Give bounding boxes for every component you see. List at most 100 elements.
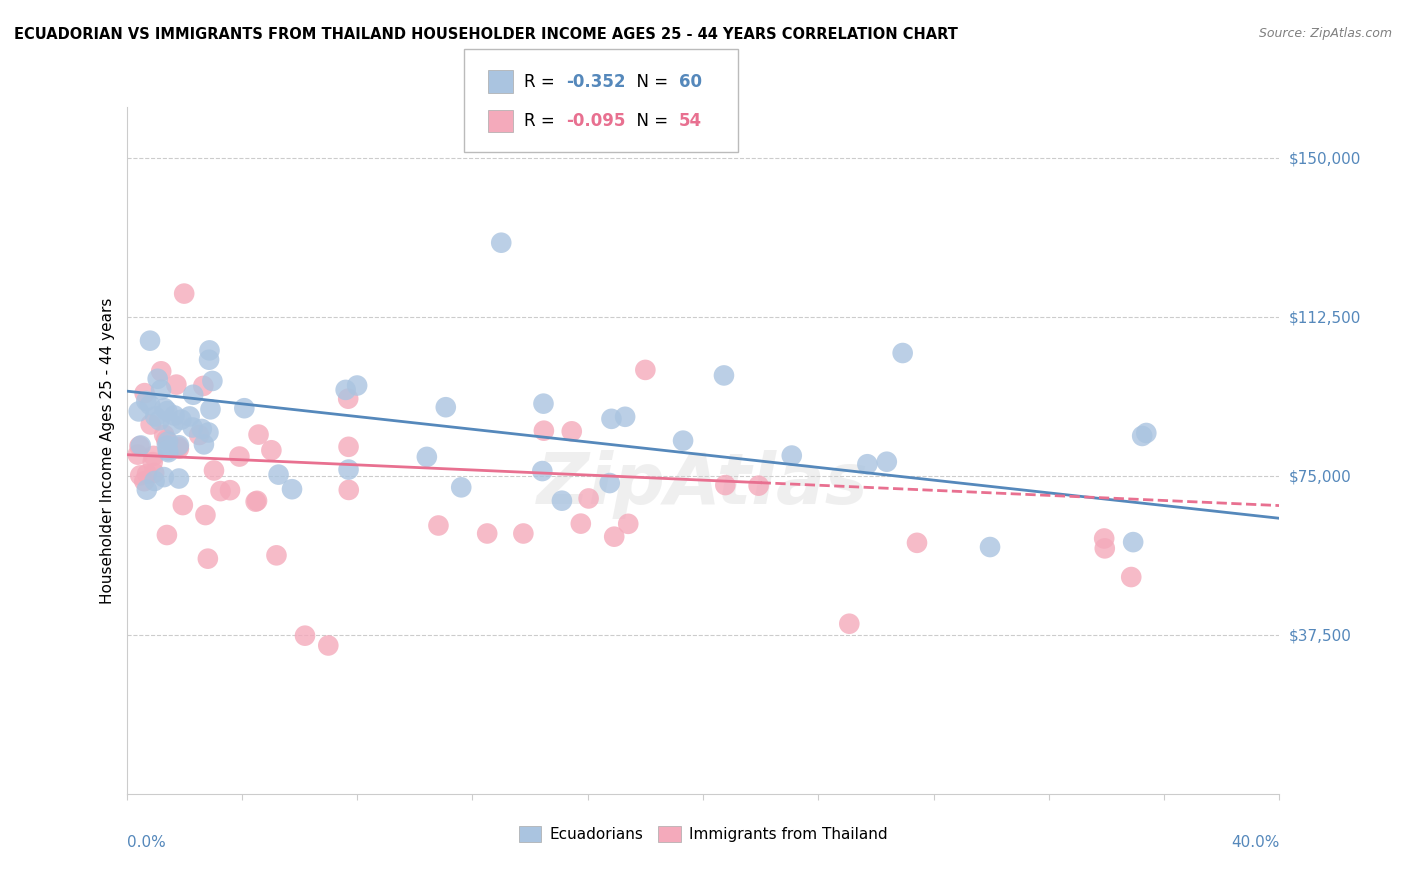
Point [181, 388, 204, 402]
Text: -0.095: -0.095 [567, 112, 626, 130]
Point [228, 450, 250, 464]
Point [233, 401, 256, 416]
Y-axis label: Householder Income Ages 25 - 44 years: Householder Income Ages 25 - 44 years [100, 297, 115, 604]
Point [165, 377, 187, 392]
Point [337, 392, 360, 406]
Point [135, 483, 157, 497]
Point [139, 417, 162, 432]
Point [190, 422, 212, 436]
Point [434, 401, 457, 415]
Point [198, 343, 221, 358]
Text: 0.0%: 0.0% [127, 835, 166, 850]
Point [477, 526, 499, 541]
Point [1130, 429, 1153, 443]
Point [129, 468, 152, 483]
Point [193, 379, 215, 393]
Point [617, 516, 640, 531]
Point [162, 417, 184, 432]
Point [209, 484, 232, 499]
Point [170, 412, 193, 426]
Point [856, 457, 879, 471]
Text: 40.0%: 40.0% [1232, 835, 1279, 850]
Point [219, 483, 242, 498]
Text: 54: 54 [679, 112, 702, 130]
Text: R =: R = [524, 112, 561, 130]
Point [194, 508, 217, 522]
Point [247, 427, 270, 442]
Text: -0.352: -0.352 [567, 72, 626, 91]
Point [838, 616, 860, 631]
Point [561, 425, 583, 439]
Point [172, 498, 194, 512]
Point [173, 286, 195, 301]
Point [197, 551, 219, 566]
Point [129, 438, 152, 452]
Point [337, 483, 360, 497]
Point [294, 629, 316, 643]
Point [128, 404, 150, 418]
Point [135, 394, 157, 409]
Point [599, 476, 621, 491]
Point [167, 442, 190, 456]
Point [260, 443, 283, 458]
Point [533, 424, 555, 438]
Point [198, 352, 221, 367]
Point [246, 493, 269, 508]
Point [181, 420, 204, 434]
Point [167, 471, 190, 485]
Point [156, 528, 179, 542]
Point [905, 536, 928, 550]
Point [714, 478, 737, 492]
Point [748, 478, 770, 492]
Point [267, 467, 290, 482]
Point [179, 409, 201, 424]
Point [672, 434, 695, 448]
Point [614, 409, 637, 424]
Point [346, 87, 368, 102]
Point [202, 463, 225, 477]
Point [578, 491, 600, 506]
Point [146, 372, 169, 386]
Point [200, 402, 222, 417]
Point [416, 450, 439, 464]
Point [876, 455, 898, 469]
Point [891, 346, 914, 360]
Point [153, 401, 176, 416]
Point [201, 374, 224, 388]
Point [346, 378, 368, 392]
Point [167, 440, 190, 454]
Point [979, 540, 1001, 554]
Point [569, 516, 592, 531]
Point [427, 518, 450, 533]
Legend: Ecuadorians, Immigrants from Thailand: Ecuadorians, Immigrants from Thailand [512, 820, 894, 848]
Text: R =: R = [524, 72, 561, 91]
Point [142, 455, 165, 469]
Point [142, 449, 165, 463]
Point [143, 474, 166, 488]
Point [157, 445, 180, 459]
Point [337, 440, 360, 454]
Point [450, 480, 472, 494]
Point [139, 398, 162, 412]
Text: ZipAtlas: ZipAtlas [537, 450, 869, 519]
Point [634, 363, 657, 377]
Point [600, 412, 623, 426]
Point [134, 474, 156, 488]
Point [551, 493, 574, 508]
Point [533, 397, 555, 411]
Point [136, 467, 159, 481]
Text: ECUADORIAN VS IMMIGRANTS FROM THAILAND HOUSEHOLDER INCOME AGES 25 - 44 YEARS COR: ECUADORIAN VS IMMIGRANTS FROM THAILAND H… [14, 27, 957, 42]
Point [139, 334, 162, 348]
Point [150, 364, 173, 378]
Point [143, 466, 166, 480]
Point [335, 383, 357, 397]
Point [1094, 541, 1116, 556]
Text: N =: N = [626, 72, 673, 91]
Point [603, 530, 626, 544]
Point [197, 425, 219, 440]
Point [193, 437, 215, 451]
Point [155, 433, 177, 447]
Point [1092, 532, 1115, 546]
Point [156, 404, 179, 418]
Text: 60: 60 [679, 72, 702, 91]
